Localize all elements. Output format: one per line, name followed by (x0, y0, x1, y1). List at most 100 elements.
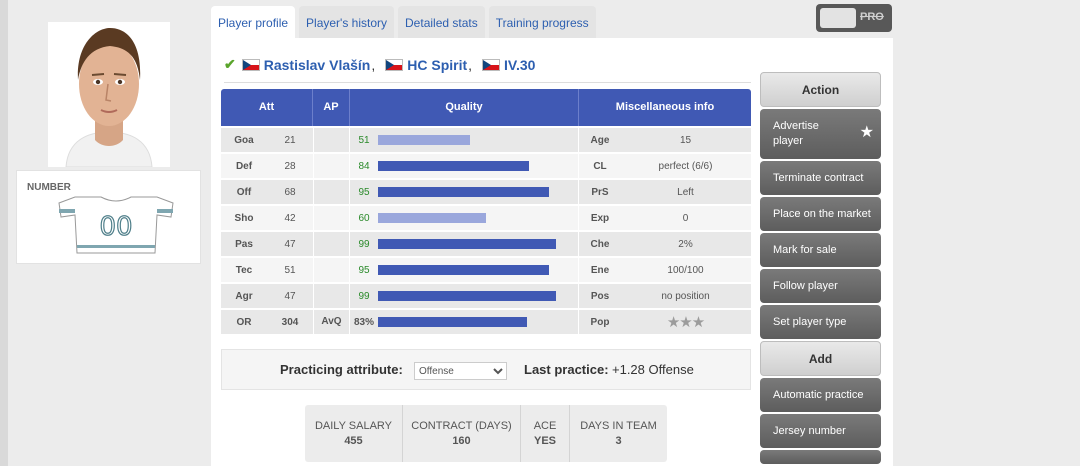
attribute-value: 42 (284, 212, 296, 224)
profile-tabs: Player profile Player's history Detailed… (211, 6, 596, 38)
misc-label: Exp (590, 212, 610, 224)
attribute-value: 28 (284, 160, 296, 172)
total-label: OR (236, 316, 252, 328)
quality-value: 95 (358, 186, 370, 198)
misc-value: 15 (679, 134, 692, 146)
tab-detailed-stats[interactable]: Detailed stats (398, 6, 485, 38)
practicing-attribute-select[interactable]: Offense (414, 362, 507, 380)
jersey-number-button[interactable]: Jersey number (760, 414, 881, 448)
info-key: ACE (533, 420, 557, 432)
star-rating-icon: ★★★ (666, 314, 705, 331)
mark-for-sale-button[interactable]: Mark for sale (760, 233, 881, 267)
attribute-label: Pas (235, 238, 253, 250)
quality-bar-track (378, 128, 579, 152)
quality-bar (378, 187, 549, 197)
info-key: DAILY SALARY (314, 420, 393, 432)
table-row: Sho 42 60 Exp 0 (221, 206, 751, 230)
quality-bar-track (378, 180, 579, 204)
quality-bar (378, 239, 556, 249)
terminate-contract-button[interactable]: Terminate contract (760, 161, 881, 195)
follow-player-button[interactable]: Follow player (760, 269, 881, 303)
league-link[interactable]: IV.30 (504, 56, 536, 73)
misc-value: 0 (682, 212, 689, 224)
tab-players-history[interactable]: Player's history (299, 6, 395, 38)
last-practice-label: Last practice: (524, 362, 609, 377)
advertise-player-button[interactable]: Advertise player ★ (760, 109, 881, 159)
attribute-value: 47 (284, 238, 296, 250)
automatic-practice-button[interactable]: Automatic practice (760, 378, 881, 412)
jersey-number-card: NUMBER 00 (16, 170, 201, 264)
ap-value (313, 232, 350, 256)
ap-value (313, 206, 350, 230)
team-name-link[interactable]: HC Spirit (407, 56, 468, 73)
right-margin (903, 0, 1080, 466)
ap-value (313, 154, 350, 178)
table-row: Agr 47 99 Pos no position (221, 284, 751, 308)
button-label: Advertise player (773, 120, 819, 147)
ap-value (313, 180, 350, 204)
quality-bar-track (378, 258, 579, 282)
table-row: Pas 47 99 Che 2% (221, 232, 751, 256)
misc-label: Ene (590, 264, 610, 276)
quality-value: 51 (358, 134, 370, 146)
attribute-label: Tec (235, 264, 253, 276)
attribute-label: Sho (234, 212, 254, 224)
action-header: Action (760, 72, 881, 107)
attribute-label: Goa (234, 134, 254, 146)
quality-bar (378, 265, 549, 275)
table-row: Def 28 84 CL perfect (6/6) (221, 154, 751, 178)
attribute-label: Def (235, 160, 253, 172)
pro-label: PRO (860, 11, 884, 23)
misc-label: Che (590, 238, 610, 250)
jersey-number: 00 (99, 212, 132, 242)
quality-bar-track (378, 154, 579, 178)
info-key: DAYS IN TEAM (580, 420, 657, 432)
info-ace: ACE YES (521, 405, 570, 462)
misc-label: Pos (590, 290, 610, 302)
tab-training-progress[interactable]: Training progress (488, 6, 596, 38)
misc-label: PrS (591, 186, 609, 198)
misc-value: no position (661, 290, 710, 302)
info-value: 455 (344, 435, 363, 447)
quality-bar-track (378, 206, 579, 230)
info-daily-salary: DAILY SALARY 455 (305, 405, 403, 462)
avq-value: 83% (353, 316, 374, 328)
tab-player-profile[interactable]: Player profile (211, 6, 296, 38)
info-value: 160 (452, 435, 471, 447)
quality-value: 95 (358, 264, 370, 276)
place-on-market-button[interactable]: Place on the market (760, 197, 881, 231)
attribute-value: 47 (284, 290, 296, 302)
table-header: Att AP Quality Miscellaneous info (221, 89, 751, 126)
misc-label: CL (593, 160, 607, 172)
misc-value: perfect (6/6) (658, 160, 713, 172)
more-actions-button[interactable] (760, 450, 881, 464)
attribute-value: 68 (284, 186, 296, 198)
quality-bar-track (378, 232, 579, 256)
info-value: YES (533, 435, 556, 447)
left-margin (0, 0, 8, 466)
ap-value (313, 258, 350, 282)
quality-bar (378, 135, 470, 145)
pro-toggle[interactable]: PRO (816, 4, 892, 32)
practice-bar: Practicing attribute: Offense Last pract… (221, 349, 751, 390)
attribute-value: 51 (284, 264, 296, 276)
attribute-label: Agr (235, 290, 253, 302)
table-row: Goa 21 51 Age 15 (221, 128, 751, 152)
header-ap: AP (313, 89, 350, 126)
player-photo (48, 22, 170, 167)
info-value: 3 (615, 435, 622, 447)
quality-bar (378, 161, 529, 171)
ap-value (313, 128, 350, 152)
misc-label: Age (590, 134, 610, 146)
quality-bar (378, 213, 486, 223)
checkmark-icon: ✔ (224, 56, 236, 72)
czech-flag-icon (385, 58, 404, 71)
misc-value: Left (677, 186, 694, 198)
jersey-icon: 00 (58, 196, 174, 254)
total-value: 304 (281, 316, 299, 328)
czech-flag-icon (241, 58, 260, 71)
quality-value: 60 (358, 212, 370, 224)
set-player-type-button[interactable]: Set player type (760, 305, 881, 339)
quality-value: 99 (358, 238, 370, 250)
player-name-link[interactable]: Rastislav Vlašín (263, 56, 371, 73)
